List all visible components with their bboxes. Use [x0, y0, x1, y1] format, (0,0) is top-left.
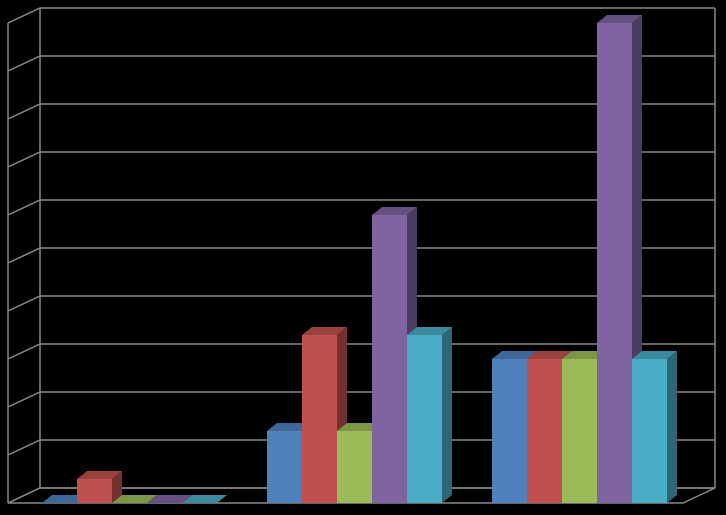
grid-line: [7, 55, 715, 72]
bar-top: [632, 351, 677, 359]
bar-top: [112, 495, 157, 503]
bar-front: [337, 431, 372, 503]
bar: [112, 495, 157, 503]
grid-line: [7, 343, 715, 360]
bar-front: [562, 359, 597, 503]
grid-line: [7, 7, 715, 24]
bar-front: [302, 335, 337, 503]
bar-top: [77, 471, 122, 479]
bar-front: [632, 359, 667, 503]
bar: [42, 495, 87, 503]
grid-line: [7, 199, 715, 216]
bar-front: [492, 359, 527, 503]
bar-top: [42, 495, 87, 503]
bar-top: [527, 351, 572, 359]
bar-top: [267, 423, 312, 431]
grid-line: [7, 487, 715, 504]
grid-line: [7, 103, 715, 120]
bar-top: [147, 495, 192, 503]
grid-line: [7, 247, 715, 264]
bar-side: [667, 351, 677, 503]
bar-front: [267, 431, 302, 503]
bar-front: [407, 335, 442, 503]
bar: [632, 351, 677, 503]
bar-top: [562, 351, 607, 359]
bar-top: [337, 423, 382, 431]
grid-line: [7, 439, 715, 456]
bar-side: [442, 327, 452, 503]
bar-top: [407, 327, 452, 335]
bar-front: [77, 479, 112, 503]
bar: [147, 495, 192, 503]
bar-front: [527, 359, 562, 503]
bar-front: [597, 23, 632, 503]
bar: [77, 471, 122, 503]
bar-top: [182, 495, 227, 503]
bar: [182, 495, 227, 503]
bar-top: [372, 207, 417, 215]
bar-side: [112, 471, 122, 503]
bar-front: [372, 215, 407, 503]
bar-top: [597, 15, 642, 23]
grid-line: [7, 295, 715, 312]
bar: [407, 327, 452, 503]
bar-top: [302, 327, 347, 335]
bar-top: [492, 351, 537, 359]
grid-line: [7, 151, 715, 168]
grid-line: [7, 391, 715, 408]
